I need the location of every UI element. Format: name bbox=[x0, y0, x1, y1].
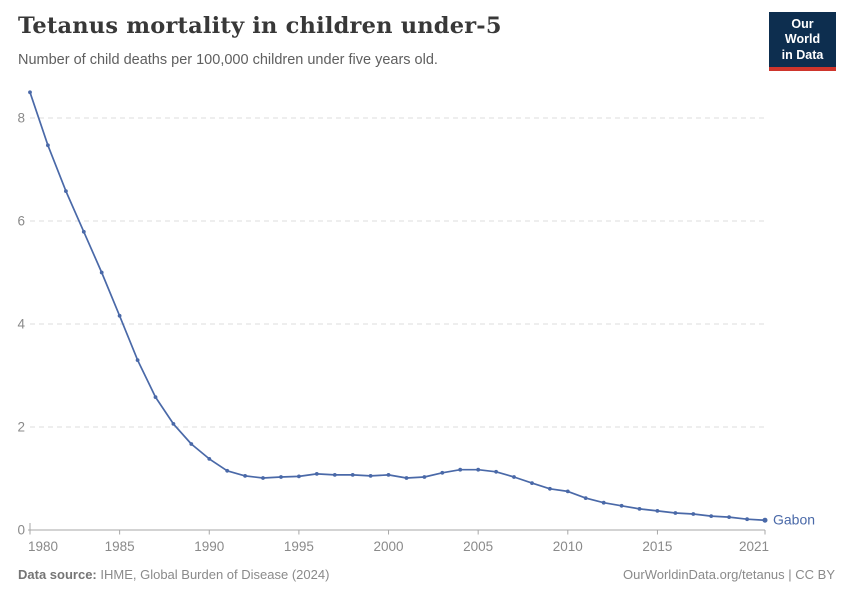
data-point[interactable] bbox=[117, 313, 122, 318]
x-tick-label: 2015 bbox=[642, 539, 672, 554]
x-tick-label: 2021 bbox=[739, 539, 769, 554]
data-point[interactable] bbox=[368, 474, 373, 478]
data-point[interactable] bbox=[583, 496, 588, 500]
x-tick-label: 1995 bbox=[284, 539, 314, 554]
data-point[interactable] bbox=[494, 469, 498, 474]
data-point[interactable] bbox=[81, 229, 86, 234]
x-tick-label: 2000 bbox=[374, 539, 404, 554]
data-point[interactable] bbox=[28, 90, 32, 95]
data-source-label: Data source: bbox=[18, 567, 97, 582]
data-point[interactable] bbox=[691, 512, 696, 516]
data-point[interactable] bbox=[171, 422, 176, 426]
data-point[interactable] bbox=[153, 395, 158, 399]
data-point[interactable] bbox=[314, 472, 319, 476]
owid-logo-line1: Our World bbox=[784, 17, 821, 47]
data-point[interactable] bbox=[350, 473, 355, 477]
data-point[interactable] bbox=[440, 470, 445, 475]
series-line[interactable] bbox=[29, 91, 766, 522]
y-tick-label: 8 bbox=[17, 111, 25, 126]
data-point[interactable] bbox=[422, 475, 427, 479]
data-point[interactable] bbox=[709, 514, 714, 518]
data-point[interactable] bbox=[386, 473, 391, 477]
data-point[interactable] bbox=[745, 517, 749, 522]
credit-link[interactable]: OurWorldinData.org/tetanus | CC BY bbox=[623, 567, 835, 582]
data-point[interactable] bbox=[64, 189, 68, 194]
data-point[interactable] bbox=[655, 509, 660, 513]
y-tick-label: 4 bbox=[17, 317, 25, 332]
x-tick-label: 1980 bbox=[28, 539, 58, 554]
data-point[interactable] bbox=[548, 486, 552, 491]
data-point[interactable] bbox=[476, 467, 481, 472]
x-axis: 1980 1985 1990 1995 2000 2005 2010 2015 2021 bbox=[28, 530, 769, 554]
x-tick-label: 2005 bbox=[463, 539, 493, 554]
chart-footer: Data source: IHME, Global Burden of Dise… bbox=[18, 567, 835, 582]
series-end-label[interactable]: Gabon bbox=[773, 512, 815, 528]
data-source-value: IHME, Global Burden of Disease (2024) bbox=[96, 567, 330, 582]
data-point[interactable] bbox=[404, 476, 409, 480]
data-point[interactable] bbox=[99, 270, 104, 275]
x-tick-label: 2010 bbox=[553, 539, 583, 554]
data-point[interactable] bbox=[46, 143, 50, 148]
data-point[interactable] bbox=[243, 474, 248, 478]
data-point[interactable] bbox=[135, 358, 140, 362]
data-point[interactable] bbox=[458, 467, 463, 472]
data-point[interactable] bbox=[637, 507, 642, 511]
data-point[interactable] bbox=[601, 500, 606, 505]
data-point[interactable] bbox=[207, 457, 212, 461]
page-title: Tetanus mortality in children under-5 bbox=[18, 13, 502, 39]
data-source: Data source: IHME, Global Burden of Dise… bbox=[18, 567, 329, 582]
gridlines: 0 2 4 6 8 bbox=[17, 111, 765, 538]
owid-logo[interactable]: Our World in Data bbox=[769, 12, 836, 71]
data-point[interactable] bbox=[565, 489, 570, 494]
data-point[interactable] bbox=[619, 503, 624, 508]
y-tick-label: 0 bbox=[17, 523, 25, 538]
data-point[interactable] bbox=[530, 481, 534, 485]
data-point[interactable] bbox=[512, 475, 516, 479]
data-point[interactable] bbox=[673, 511, 678, 515]
series-gabon[interactable]: Gabon bbox=[28, 90, 815, 528]
y-tick-label: 2 bbox=[17, 420, 25, 435]
data-point[interactable] bbox=[727, 515, 731, 519]
chart-subtitle: Number of child deaths per 100,000 child… bbox=[18, 52, 438, 68]
data-point[interactable] bbox=[225, 468, 230, 473]
owid-logo-line2: in Data bbox=[781, 47, 824, 62]
x-tick-label: 1985 bbox=[105, 539, 135, 554]
y-tick-label: 6 bbox=[17, 214, 25, 229]
x-tick-label: 1990 bbox=[194, 539, 224, 554]
data-point[interactable] bbox=[261, 476, 265, 480]
data-point[interactable] bbox=[297, 474, 301, 479]
data-point[interactable] bbox=[189, 442, 194, 446]
data-point[interactable] bbox=[279, 475, 283, 479]
data-point[interactable] bbox=[332, 473, 337, 477]
data-point[interactable] bbox=[762, 517, 768, 523]
